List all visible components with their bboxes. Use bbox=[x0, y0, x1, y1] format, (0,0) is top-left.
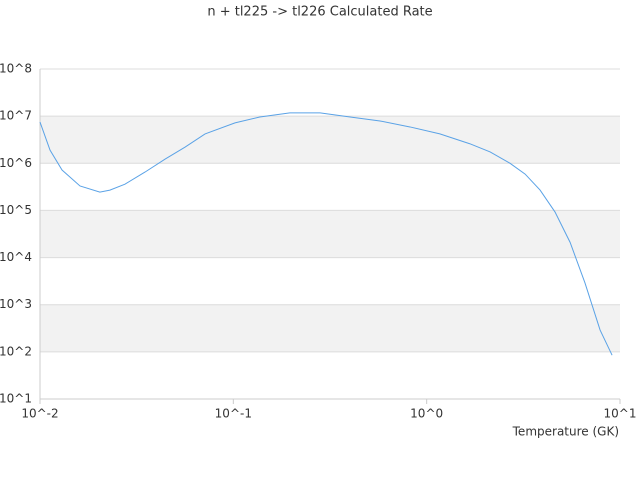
y-tick-label: 10^1 bbox=[0, 392, 32, 406]
band bbox=[40, 210, 620, 258]
y-tick-label: 10^7 bbox=[0, 109, 32, 123]
bands bbox=[40, 116, 620, 352]
y-tick-label: 10^4 bbox=[0, 250, 32, 264]
x-tick-label: 10^1 bbox=[604, 407, 637, 421]
y-tick-label: 10^3 bbox=[0, 297, 32, 311]
x-tick-label: 10^-1 bbox=[215, 407, 252, 421]
x-axis-label: Temperature (GK) bbox=[512, 425, 619, 439]
y-tick-label: 10^6 bbox=[0, 156, 32, 170]
y-tick-label: 10^2 bbox=[0, 344, 32, 358]
y-tick-label: 10^8 bbox=[0, 62, 32, 76]
chart-title: n + tl225 -> tl226 Calculated Rate bbox=[207, 5, 432, 20]
y-tick-label: 10^5 bbox=[0, 203, 32, 217]
line bbox=[39, 112, 613, 356]
band bbox=[40, 116, 620, 164]
x-tick-label: 10^0 bbox=[410, 407, 443, 421]
x-tick-label: 10^-2 bbox=[21, 407, 58, 421]
band bbox=[40, 304, 620, 352]
